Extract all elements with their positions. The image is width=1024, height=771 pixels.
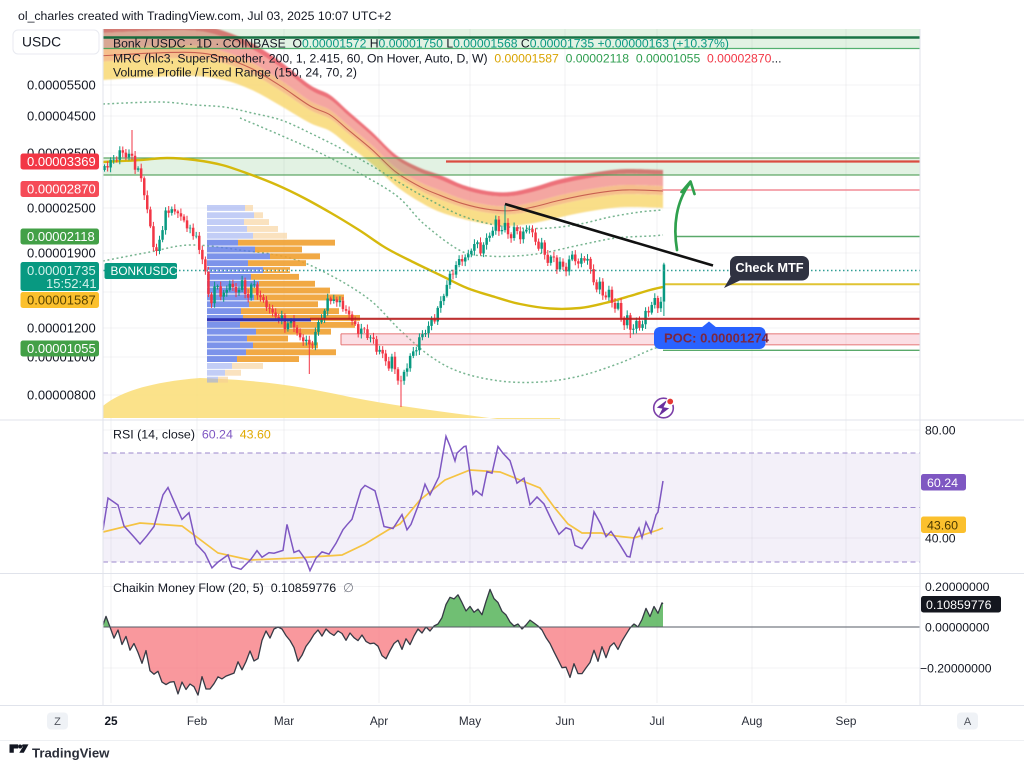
svg-text:Mar: Mar (274, 714, 294, 728)
svg-text:0.00001735: 0.00001735 (27, 263, 96, 278)
svg-text:Aug: Aug (742, 714, 763, 728)
svg-text:0.00000800: 0.00000800 (27, 388, 96, 403)
svg-text:43.60: 43.60 (927, 518, 958, 532)
svg-text:TradingView: TradingView (32, 745, 110, 760)
svg-text:Jun: Jun (555, 714, 574, 728)
svg-text:POC: 0.00001274: POC: 0.00001274 (664, 331, 770, 346)
svg-text:0.20000000: 0.20000000 (925, 580, 990, 594)
svg-text:0.00001055: 0.00001055 (27, 341, 96, 356)
svg-text:Z: Z (54, 716, 61, 728)
svg-text:0.00002870: 0.00002870 (27, 182, 96, 197)
svg-text:25: 25 (104, 714, 118, 728)
svg-text:80.00: 80.00 (925, 423, 956, 437)
svg-text:0.00002118: 0.00002118 (27, 229, 95, 244)
svg-text:0.00004500: 0.00004500 (27, 109, 96, 124)
svg-text:MRC (hlc3, SuperSmoother, 200,: MRC (hlc3, SuperSmoother, 200, 1, 2.415,… (113, 52, 782, 66)
svg-text:A: A (964, 716, 972, 728)
svg-text:40.00: 40.00 (925, 531, 956, 545)
svg-text:Volume Profile / Fixed Range (: Volume Profile / Fixed Range (150, 24, 7… (113, 66, 357, 80)
svg-text:0.10859776: 0.10859776 (926, 598, 992, 612)
svg-text:−0.20000000: −0.20000000 (920, 661, 992, 675)
svg-text:0.00001200: 0.00001200 (27, 321, 96, 336)
svg-text:RSI (14, close) 60.24 43.60: RSI (14, close) 60.24 43.60 (113, 428, 271, 442)
svg-text:USDC: USDC (22, 35, 61, 50)
svg-text:0.00005500: 0.00005500 (27, 78, 96, 93)
svg-text:May: May (459, 714, 481, 728)
svg-text:15:52:41: 15:52:41 (46, 276, 97, 291)
svg-text:Apr: Apr (370, 714, 388, 728)
svg-text:Sep: Sep (836, 714, 857, 728)
svg-text:Bonk / USDC · 1D · COINBASE O: Bonk / USDC · 1D · COINBASE O0.00001572 … (113, 37, 729, 51)
svg-text:60.24: 60.24 (927, 476, 958, 490)
svg-text:0.00000000: 0.00000000 (925, 620, 990, 634)
svg-text:BONKUSDC: BONKUSDC (111, 264, 178, 278)
svg-text:0.00003369: 0.00003369 (27, 154, 96, 169)
svg-text:Jul: Jul (649, 714, 664, 728)
svg-text:0.00001900: 0.00001900 (27, 246, 96, 261)
svg-text:0.00001587: 0.00001587 (27, 293, 96, 308)
svg-text:Check MTF: Check MTF (735, 260, 803, 275)
svg-text:Chaikin Money Flow (20, 5) 0.: Chaikin Money Flow (20, 5) 0.10859776 ∅ (113, 581, 354, 595)
svg-text:0.00002500: 0.00002500 (27, 201, 96, 216)
svg-text:Feb: Feb (187, 714, 208, 728)
svg-text:ol_charles created with Tradin: ol_charles created with TradingView.com,… (18, 9, 391, 23)
